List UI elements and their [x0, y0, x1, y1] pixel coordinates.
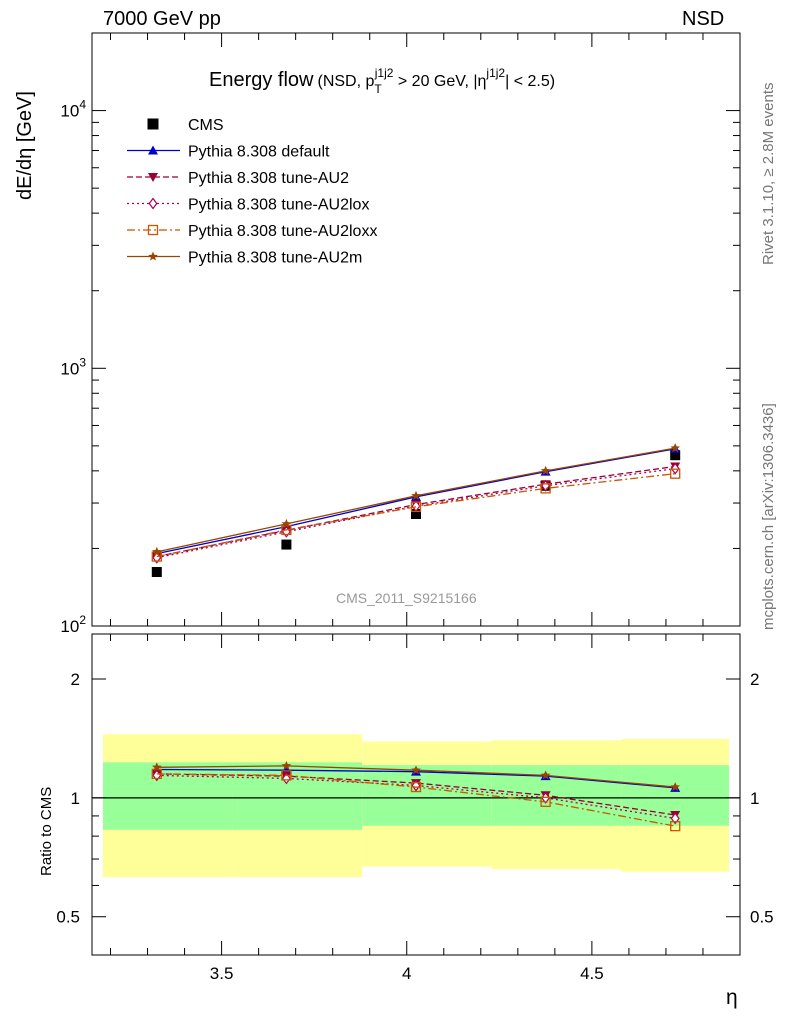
stat-uncertainty-band: [362, 765, 492, 826]
x-tick-label: 4: [402, 964, 411, 983]
main-data-point: [151, 567, 162, 578]
main-y-tick-label: 102: [60, 613, 86, 636]
ratio-data-point: [281, 770, 292, 781]
ratio-y-tick-label: 1: [71, 789, 80, 808]
legend-label: CMS: [188, 117, 224, 134]
legend-label: Pythia 8.308 default: [188, 144, 330, 161]
legend-marker: [148, 145, 158, 155]
ratio-data-point: [281, 765, 292, 775]
analysis-id-watermark: CMS_2011_S9215166: [336, 590, 477, 606]
legend-marker: [147, 118, 159, 130]
ratio-data-point: [540, 796, 551, 808]
ratio-data-point: [411, 765, 421, 775]
main-data-point: [411, 509, 421, 520]
beam-energy-label: 7000 GeV pp: [103, 8, 221, 30]
main-data-point: [540, 465, 551, 475]
stat-uncertainty-band: [103, 762, 233, 830]
stat-uncertainty-band: [232, 762, 363, 830]
x-axis-label: η: [726, 986, 738, 1009]
main-series-line-4: [156, 473, 676, 558]
ratio-bands: [103, 734, 729, 878]
main-data-point: [670, 450, 681, 461]
x-tick-label: 3.5: [210, 964, 234, 983]
ratio-series-line-3: [156, 773, 676, 827]
legend-marker: [147, 224, 159, 236]
ratio-data-point: [670, 820, 681, 832]
ratio-data-point: [540, 770, 551, 780]
ratio-data-point: [152, 762, 162, 772]
legend-label: Pythia 8.308 tune-AU2m: [188, 250, 362, 267]
legend-marker: [148, 173, 158, 182]
legend-label: Pythia 8.308 tune-AU2: [188, 170, 349, 187]
main-data-point: [411, 490, 421, 500]
ratio-series-line-2: [156, 774, 676, 820]
x-tick-label: 4.5: [580, 964, 604, 983]
main-data-point: [410, 501, 422, 512]
main-plot-frame: [91, 32, 741, 627]
main-data-point: [281, 539, 292, 550]
main-data-point: [670, 443, 680, 453]
legend-label: Pythia 8.308 tune-AU2loxx: [188, 223, 377, 240]
ratio-y-tick-label: 2: [750, 670, 759, 689]
main-y-tick-label: 104: [60, 98, 86, 121]
process-label: NSD: [682, 8, 725, 30]
legend-label: Pythia 8.308 tune-AU2lox: [188, 197, 369, 214]
main-data-point: [540, 483, 551, 494]
main-y-tick-label: 103: [60, 355, 86, 378]
ratio-y-tick-label: 0.5: [56, 908, 80, 927]
ratio-data-point: [281, 760, 292, 770]
ratio-y-tick-label: 1: [750, 789, 759, 808]
legend-marker: [148, 197, 158, 210]
ratio-data-point: [410, 781, 422, 793]
chart-title: Energy flow (NSD, pTj1j2 > 20 GeV, |ηj1j2…: [209, 66, 555, 96]
ratio-y-tick-label: 0.5: [750, 908, 774, 927]
main-data-point: [670, 468, 681, 479]
main-data-point: [281, 518, 292, 528]
legend-marker: [148, 251, 158, 261]
ratio-plot-frame: [91, 633, 741, 956]
ratio-data-point: [670, 812, 680, 825]
legend: CMS Pythia 8.308 default Pythia 8.308 tune…: [127, 117, 377, 267]
main-data-point: [152, 546, 162, 556]
ratio-series: [151, 760, 681, 832]
main-series: [151, 443, 681, 578]
ratio-data-point: [670, 782, 680, 792]
ratio-y-tick-label: 2: [71, 670, 80, 689]
